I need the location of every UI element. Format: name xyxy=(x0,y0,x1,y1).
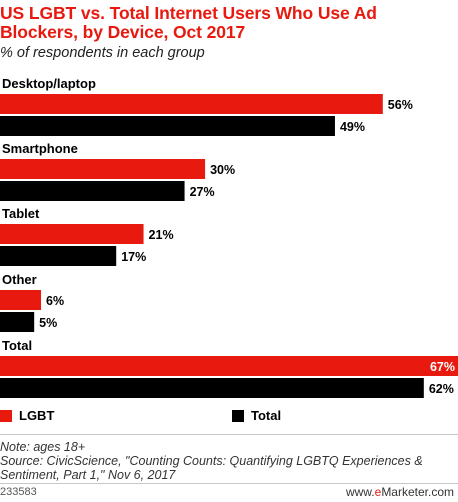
legend-label-total: Total xyxy=(251,408,282,423)
legend-label-lgbt: LGBT xyxy=(19,408,55,423)
note-text: Note: ages 18+ xyxy=(0,440,86,454)
data-label-total-total: 62% xyxy=(429,382,454,396)
chart-id: 233583 xyxy=(0,486,37,498)
bar-tablet-total xyxy=(0,246,117,266)
legend-swatch-total xyxy=(232,409,244,422)
bar-chart: Desktop/laptop 56% 49% Smartphone 30% 27% Tabl… xyxy=(0,76,458,398)
category-label-other: Other xyxy=(2,272,37,287)
category-label-tablet: Tablet xyxy=(2,206,40,221)
category-label-total: Total xyxy=(2,338,32,353)
bar-other-lgbt xyxy=(0,290,42,310)
footnote: Note: ages 18+ Source: CivicScience, "Co… xyxy=(0,440,458,482)
data-label-smartphone-lgbt: 30% xyxy=(210,163,235,177)
legend-swatch-lgbt xyxy=(0,409,12,422)
data-label-smartphone-total: 27% xyxy=(190,185,215,199)
data-label-desktop-laptop-total: 49% xyxy=(340,120,365,134)
data-label-desktop-laptop-lgbt: 56% xyxy=(388,98,413,112)
divider-top xyxy=(0,434,458,435)
data-label-tablet-total: 17% xyxy=(121,250,146,264)
brand-accent: e xyxy=(374,485,382,499)
legend-item-lgbt: LGBT xyxy=(0,408,54,423)
chart-title: US LGBT vs. Total Internet Users Who Use… xyxy=(0,3,377,42)
brand-logo[interactable]: www.eMarketer.com xyxy=(346,485,454,499)
bar-total-lgbt xyxy=(0,356,458,376)
brand-suffix: Marketer.com xyxy=(381,485,454,499)
category-label-smartphone: Smartphone xyxy=(2,141,78,156)
bar-tablet-lgbt xyxy=(0,224,144,244)
bar-total-total xyxy=(0,378,424,398)
brand-prefix: www. xyxy=(345,485,375,499)
bar-desktop-laptop-total xyxy=(0,116,335,136)
bar-other-total xyxy=(0,312,35,332)
bar-smartphone-lgbt xyxy=(0,159,206,179)
data-label-tablet-lgbt: 21% xyxy=(149,228,174,242)
bar-smartphone-total xyxy=(0,181,185,201)
legend: LGBT Total xyxy=(0,408,458,428)
source-text: Source: CivicScience, "Counting Counts: … xyxy=(0,454,423,482)
divider-bottom xyxy=(0,483,458,484)
data-label-total-lgbt: 67% xyxy=(430,360,455,374)
legend-item-total: Total xyxy=(232,408,281,423)
data-label-other-total: 5% xyxy=(39,316,57,330)
bar-desktop-laptop-lgbt xyxy=(0,94,383,114)
chart-subtitle: % of respondents in each group xyxy=(0,45,205,61)
data-label-other-lgbt: 6% xyxy=(46,294,64,308)
category-label-desktop-laptop: Desktop/laptop xyxy=(2,76,96,91)
